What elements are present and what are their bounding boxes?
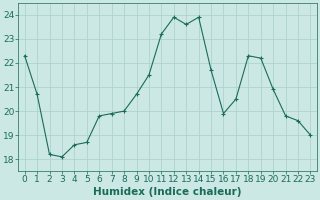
X-axis label: Humidex (Indice chaleur): Humidex (Indice chaleur) [93, 187, 242, 197]
